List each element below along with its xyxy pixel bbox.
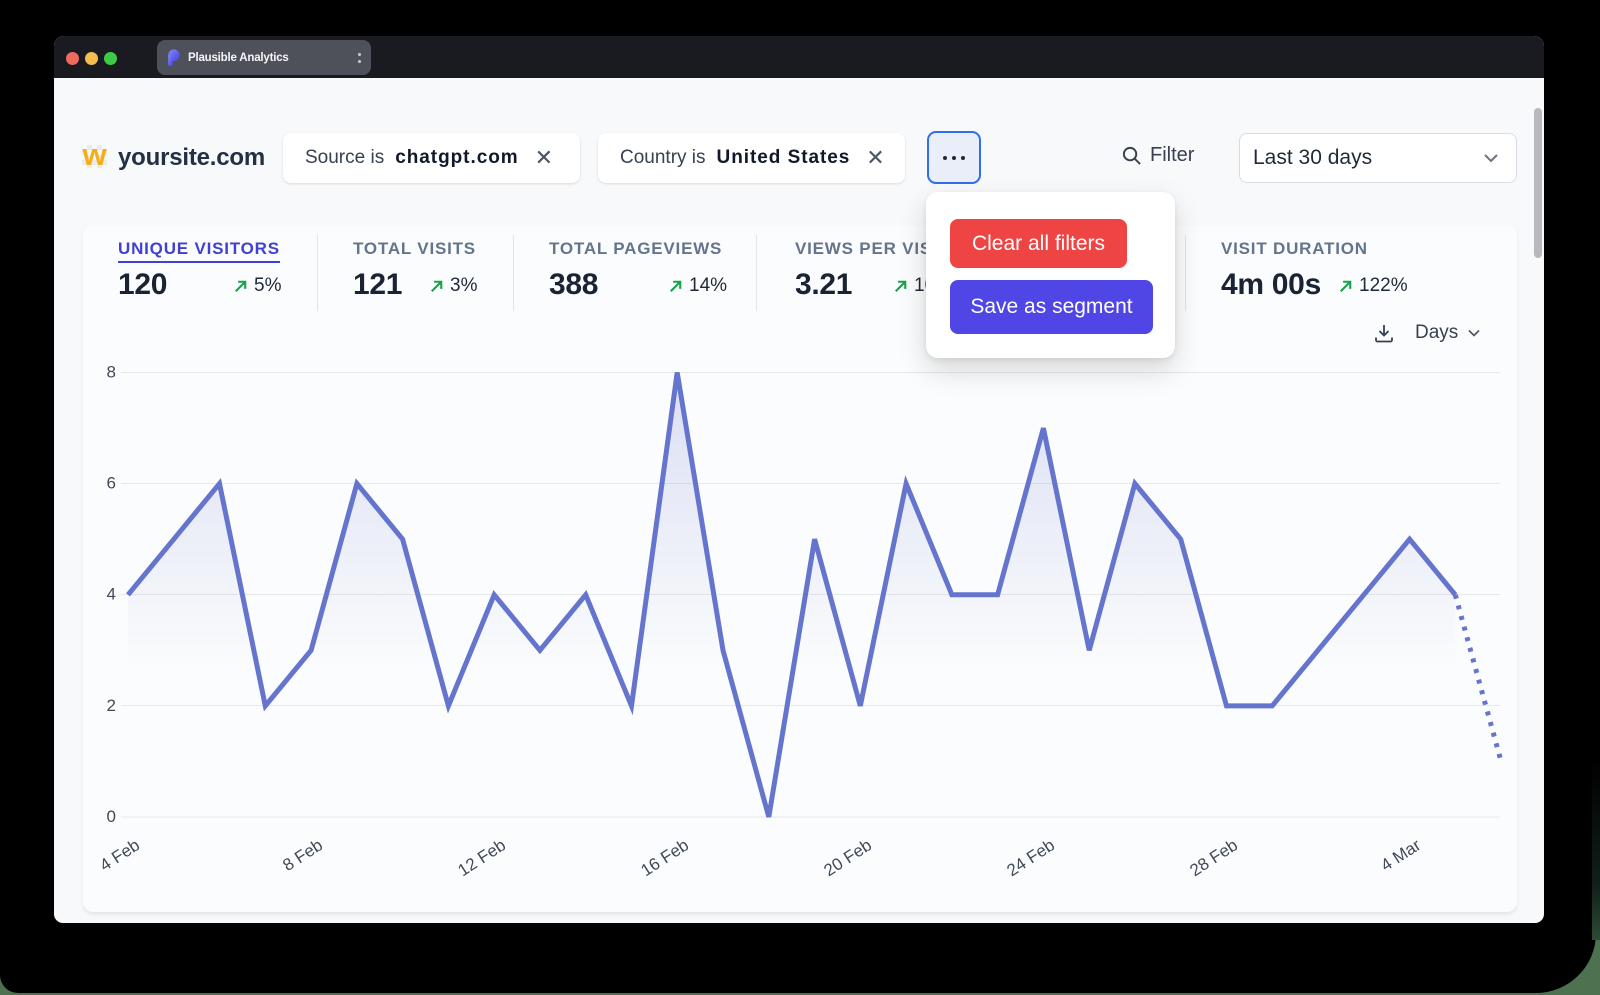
svg-text:0: 0 <box>107 807 116 826</box>
svg-text:12 Feb: 12 Feb <box>454 835 509 880</box>
svg-text:4 Mar: 4 Mar <box>1377 835 1424 875</box>
svg-text:2: 2 <box>107 696 116 715</box>
svg-text:28 Feb: 28 Feb <box>1186 835 1241 880</box>
svg-text:24 Feb: 24 Feb <box>1003 835 1058 880</box>
svg-text:16 Feb: 16 Feb <box>637 835 692 880</box>
svg-text:6: 6 <box>107 474 116 493</box>
svg-text:20 Feb: 20 Feb <box>820 835 875 880</box>
svg-text:8 Feb: 8 Feb <box>279 835 326 875</box>
svg-text:8: 8 <box>107 363 116 382</box>
svg-text:4: 4 <box>107 585 116 604</box>
svg-text:4 Feb: 4 Feb <box>96 835 143 875</box>
